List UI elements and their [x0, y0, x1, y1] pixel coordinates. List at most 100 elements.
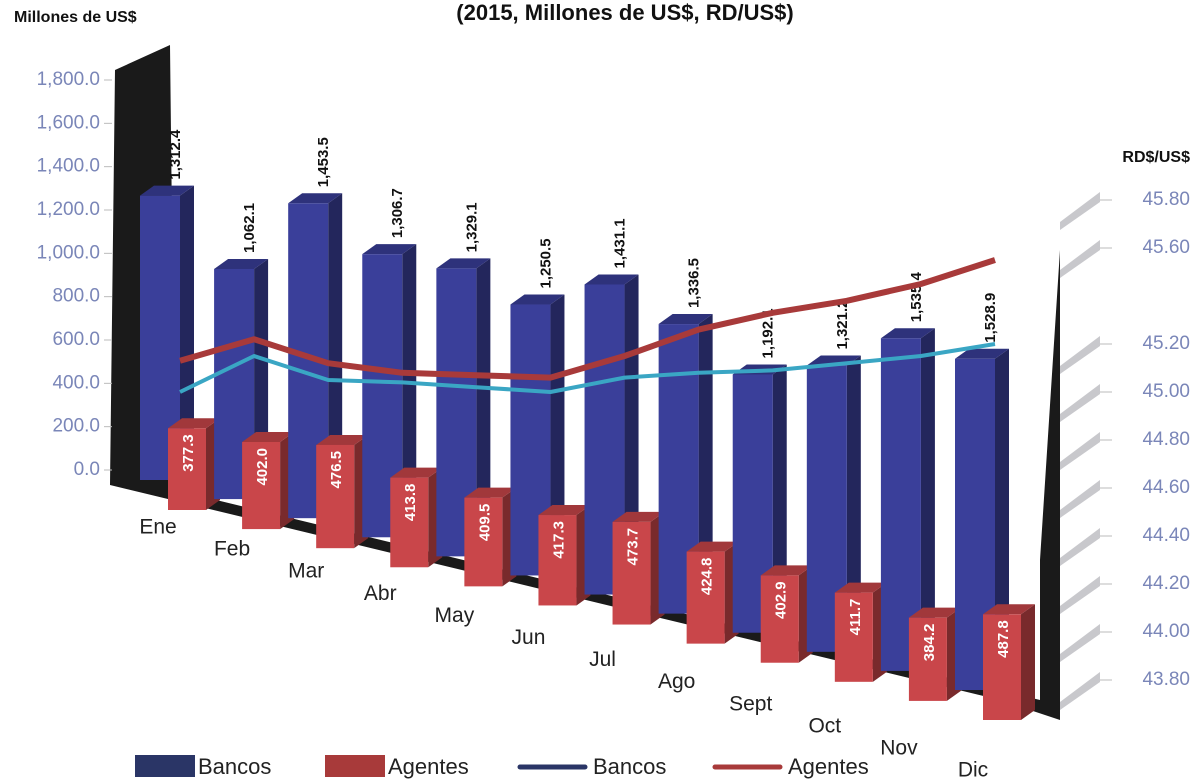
y-tick-label: 1,800.0 [37, 69, 100, 90]
bar-top [288, 193, 343, 204]
y2-step [1060, 336, 1100, 374]
bar-side [920, 328, 935, 671]
value-label: 1,528.9 [982, 293, 999, 343]
value-label: 377.3 [180, 434, 197, 472]
y2-step [1060, 528, 1100, 566]
y-tick-label: 800.0 [52, 286, 100, 307]
legend-label: Bancos [593, 754, 666, 779]
value-label: 411.7 [847, 599, 864, 636]
legend-label: Agentes [388, 754, 469, 779]
bar [612, 521, 651, 625]
x-tick-label: Abr [364, 582, 397, 605]
bar-top [834, 582, 887, 593]
value-label: 1,250.5 [537, 238, 554, 288]
value-label: 402.0 [254, 448, 271, 486]
y-tick-label: 400.0 [52, 372, 100, 393]
value-label: 487.8 [995, 620, 1012, 658]
bar-top [390, 467, 443, 478]
bar-side [180, 185, 194, 480]
value-label: 409.5 [476, 504, 493, 542]
bar-top [983, 604, 1035, 615]
bar-top [908, 607, 961, 618]
bar-top [362, 244, 417, 255]
bar-top [612, 511, 665, 522]
y-tick-label: 0.0 [74, 459, 100, 480]
x-tick-label: Jun [512, 626, 546, 649]
x-tick-label: May [435, 604, 475, 627]
x-tick-label: Nov [880, 736, 918, 759]
y2-tick-label: 45.00 [1142, 381, 1190, 402]
bar [834, 592, 873, 682]
value-label: 1,312.4 [167, 129, 184, 180]
line [179, 342, 996, 394]
bar [908, 617, 947, 701]
value-label: 1,336.5 [686, 258, 703, 308]
bar-top [316, 434, 369, 445]
y2-tick-label: 45.20 [1142, 333, 1190, 354]
bar [316, 444, 355, 549]
bar-top [538, 505, 591, 516]
value-label: 1,306.7 [389, 188, 406, 238]
y2-tick-label: 44.20 [1142, 573, 1190, 594]
value-label: 476.5 [328, 451, 345, 489]
value-label: 1,535.4 [908, 272, 925, 323]
y2-step [1060, 672, 1100, 710]
bar-side [698, 314, 713, 614]
y-tick-label: 1,400.0 [37, 156, 100, 177]
bar-top [168, 418, 220, 429]
y-tick-label: 1,200.0 [37, 199, 100, 220]
y2-tick-label: 43.80 [1142, 669, 1190, 690]
bar [538, 515, 577, 606]
bar [686, 551, 725, 644]
bar-top [880, 328, 935, 339]
x-tick-label: Mar [288, 560, 324, 583]
bar-top [464, 487, 517, 498]
x-tick-label: Jul [589, 648, 616, 671]
y2-step [1060, 192, 1100, 230]
y-tick-label: 600.0 [52, 329, 100, 350]
bar-top [658, 314, 713, 325]
y-axis-label: Millones de US$ [14, 9, 137, 26]
bar-top [584, 274, 639, 285]
bar [464, 497, 503, 587]
bar-top [140, 185, 194, 196]
bar-top [510, 294, 565, 305]
bar [242, 441, 281, 530]
y2-axis-label: RD$/US$ [1122, 149, 1190, 166]
y2-tick-label: 45.60 [1142, 237, 1190, 258]
y2-step [1060, 432, 1100, 470]
bar-side [1021, 604, 1035, 720]
value-label: 413.8 [402, 484, 419, 522]
y2-step [1060, 240, 1100, 278]
x-tick-label: Dic [958, 759, 988, 782]
y-tick-label: 200.0 [52, 416, 100, 437]
y2-tick-label: 44.40 [1142, 525, 1190, 546]
y-tick-label: 1,000.0 [37, 242, 100, 263]
value-label: 473.7 [625, 528, 642, 566]
value-label: 1,329.1 [463, 202, 480, 252]
y2-step [1060, 480, 1100, 518]
y2-step [1060, 576, 1100, 614]
bar-top [760, 565, 813, 576]
bar-top [436, 258, 491, 269]
value-label: 1,062.1 [241, 203, 258, 253]
bar-side [846, 355, 861, 652]
bar-top [955, 348, 1009, 359]
value-label: 384.2 [921, 624, 938, 662]
legend-swatch [325, 755, 385, 777]
value-label: 1,431.1 [612, 218, 629, 268]
y2-step [1060, 624, 1100, 662]
x-tick-label: Ago [658, 670, 695, 693]
x-tick-label: Sept [729, 692, 772, 715]
value-label: 1,453.5 [315, 137, 332, 187]
y2-step [1060, 384, 1100, 422]
bar-top [242, 431, 295, 442]
bar [390, 477, 429, 568]
y2-tick-label: 44.60 [1142, 477, 1190, 498]
line [179, 257, 996, 381]
y2-tick-label: 44.80 [1142, 429, 1190, 450]
value-label: 402.9 [773, 581, 790, 619]
chart-title: (2015, Millones de US$, RD/US$) [456, 0, 793, 25]
legend-label: Agentes [788, 754, 869, 779]
